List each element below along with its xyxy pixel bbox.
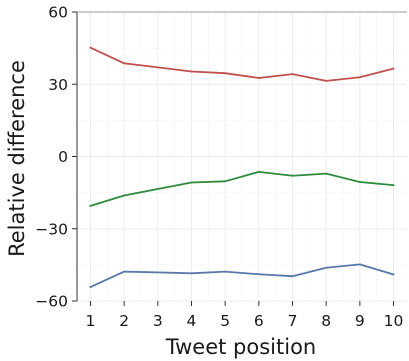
data-point (325, 79, 328, 82)
data-point (392, 184, 395, 187)
data-point (156, 188, 159, 190)
x-tick-label: 2 (119, 312, 129, 330)
data-point (291, 275, 294, 278)
series-line-2 (89, 171, 395, 207)
data-point (224, 180, 227, 183)
data-point (156, 66, 159, 69)
data-point (123, 62, 126, 65)
x-tick-label: 3 (153, 312, 163, 330)
series-layer (89, 46, 395, 288)
data-point (190, 181, 193, 184)
y-tick-label: 30 (48, 76, 68, 94)
data-point (257, 171, 260, 173)
y-tick-label: 0 (58, 148, 68, 166)
data-point (257, 77, 260, 79)
y-axis-title: Relative difference (5, 60, 29, 257)
data-point (291, 174, 294, 177)
data-point (392, 67, 395, 70)
data-point (123, 194, 126, 197)
data-point (89, 46, 92, 49)
data-point (89, 204, 92, 207)
data-point (358, 181, 361, 183)
x-tick-label: 7 (288, 312, 298, 330)
data-point (190, 272, 193, 275)
x-tick-label: 1 (86, 312, 96, 330)
x-tick-label: 9 (355, 312, 365, 330)
data-point (224, 72, 227, 75)
x-tick-label: 8 (321, 312, 331, 330)
data-point (358, 76, 361, 79)
data-point (89, 286, 92, 288)
y-tick-label: 60 (48, 4, 68, 22)
x-axis-ticks: 1 2 3 4 5 6 7 8 9 10 (86, 301, 404, 330)
data-point (392, 273, 395, 276)
x-tick-label: 5 (220, 312, 230, 330)
y-tick-label: −60 (35, 293, 68, 311)
data-point (257, 273, 260, 276)
x-tick-label: 10 (384, 312, 404, 330)
data-point (123, 270, 126, 273)
x-tick-label: 6 (254, 312, 264, 330)
series-line-1 (89, 46, 395, 82)
y-axis-ticks: 60 30 0 −30 −60 (35, 4, 77, 311)
data-point (291, 73, 294, 76)
data-point (224, 270, 227, 273)
data-point (156, 271, 159, 274)
data-point (325, 266, 328, 269)
series-line-3 (89, 263, 395, 288)
x-tick-label: 4 (187, 312, 197, 330)
data-point (325, 172, 328, 175)
y-tick-label: −30 (35, 220, 68, 238)
data-point (358, 263, 361, 266)
data-point (190, 70, 193, 73)
x-axis-title: Tweet position (165, 335, 316, 359)
